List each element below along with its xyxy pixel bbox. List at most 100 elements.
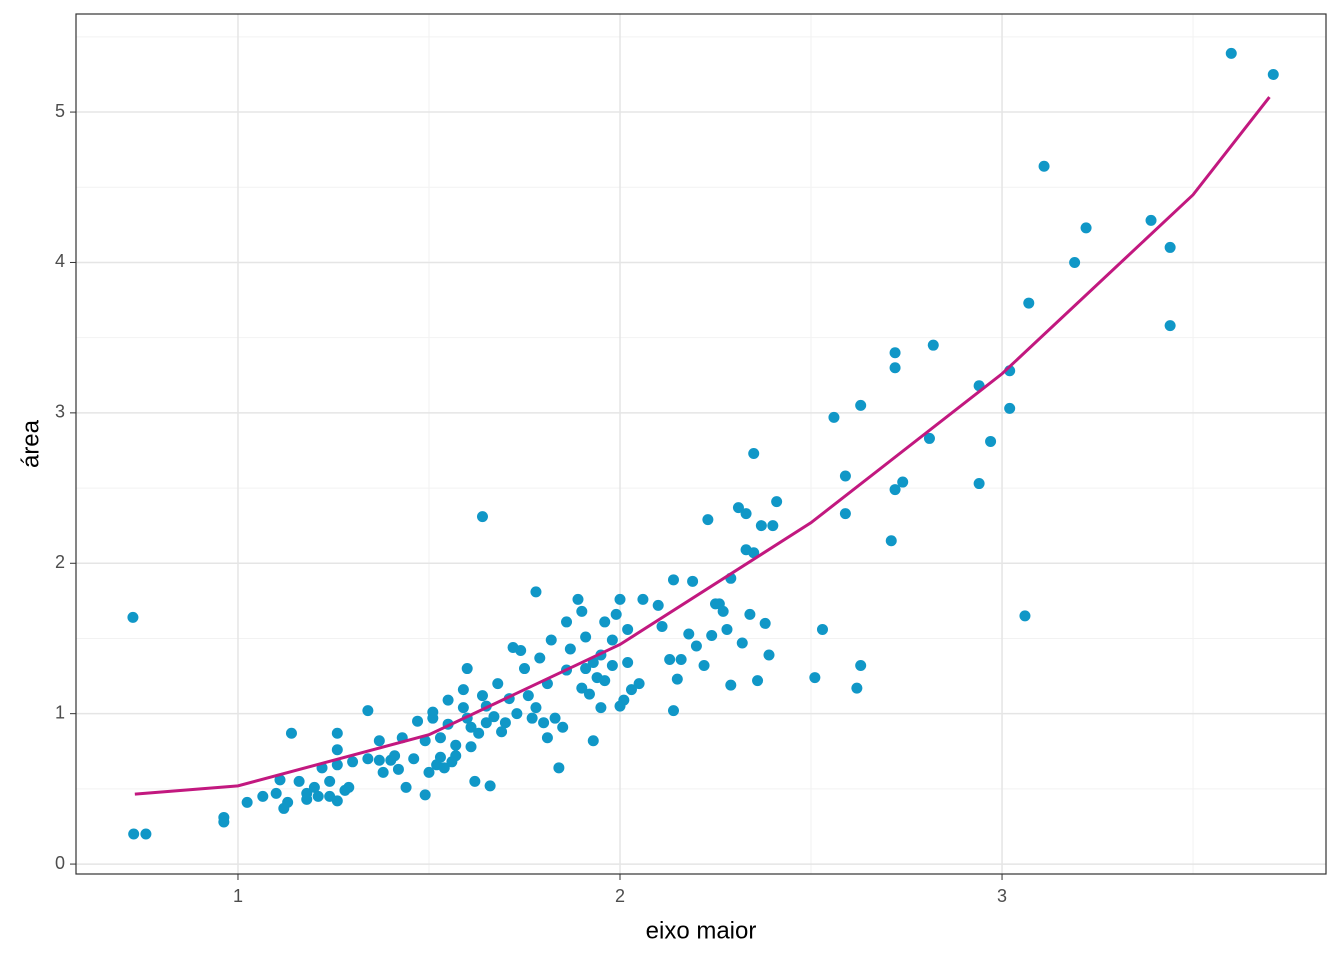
point: [599, 675, 611, 687]
point: [419, 789, 431, 801]
point: [1164, 320, 1176, 332]
point: [549, 712, 561, 724]
x-axis-title: eixo maior: [646, 917, 757, 944]
point: [465, 721, 477, 733]
y-tick-label: 1: [55, 702, 65, 722]
point: [331, 727, 343, 739]
point: [538, 717, 550, 729]
point: [717, 605, 729, 617]
point: [324, 775, 336, 787]
point: [702, 514, 714, 526]
point: [557, 721, 569, 733]
point: [614, 593, 626, 605]
point: [347, 756, 359, 768]
point: [530, 586, 542, 598]
point: [373, 754, 385, 766]
point: [809, 672, 821, 684]
y-tick-label: 0: [55, 853, 65, 873]
point: [664, 654, 676, 666]
point: [545, 634, 557, 646]
point: [457, 702, 469, 714]
point: [1267, 68, 1279, 80]
point: [438, 762, 450, 774]
panel-background: [76, 14, 1326, 874]
point: [759, 617, 771, 629]
point: [572, 593, 584, 605]
point: [285, 727, 297, 739]
point: [1164, 241, 1176, 253]
point: [1069, 256, 1081, 268]
point: [293, 775, 305, 787]
point: [343, 781, 355, 793]
x-tick-label: 3: [997, 886, 1007, 906]
point: [732, 502, 744, 514]
point: [622, 623, 634, 635]
point: [412, 715, 424, 727]
point: [748, 447, 760, 459]
point: [1225, 47, 1237, 59]
point: [511, 708, 523, 720]
point: [282, 796, 294, 808]
point: [465, 741, 477, 753]
point: [637, 593, 649, 605]
point: [652, 599, 664, 611]
point: [667, 574, 679, 586]
point: [755, 520, 767, 532]
point: [625, 684, 637, 696]
point: [362, 753, 374, 765]
point: [587, 735, 599, 747]
point: [889, 347, 901, 359]
y-tick-label: 5: [55, 101, 65, 121]
point: [690, 640, 702, 652]
point: [855, 660, 867, 672]
point: [561, 616, 573, 628]
point: [656, 620, 668, 632]
point: [973, 478, 985, 490]
point: [128, 828, 140, 840]
x-tick-label: 1: [233, 886, 243, 906]
point: [331, 744, 343, 756]
point: [499, 717, 511, 729]
point: [706, 629, 718, 641]
point: [434, 732, 446, 744]
point: [580, 663, 592, 675]
point: [473, 727, 485, 739]
x-tick-label: 2: [615, 886, 625, 906]
point: [530, 702, 542, 714]
point: [667, 705, 679, 717]
point: [526, 712, 538, 724]
point: [839, 508, 851, 520]
point: [1019, 610, 1031, 622]
point: [1145, 214, 1157, 226]
point: [771, 496, 783, 508]
point: [476, 690, 488, 702]
point: [622, 657, 634, 669]
point: [721, 623, 733, 635]
y-tick-label: 2: [55, 552, 65, 572]
point: [767, 520, 779, 532]
point: [618, 694, 630, 706]
point: [492, 678, 504, 690]
point: [423, 766, 435, 778]
point: [484, 780, 496, 792]
point: [434, 751, 446, 763]
point: [480, 717, 492, 729]
point: [496, 726, 508, 738]
point: [461, 663, 473, 675]
point: [985, 435, 997, 447]
point: [301, 793, 313, 805]
panel-border: [75, 13, 1327, 875]
fit-line: [134, 96, 1271, 796]
point: [392, 763, 404, 775]
point: [839, 470, 851, 482]
point: [519, 663, 531, 675]
point: [1080, 222, 1092, 234]
point: [816, 623, 828, 635]
point: [270, 787, 282, 799]
point: [450, 739, 462, 751]
point: [698, 660, 710, 672]
point: [683, 628, 695, 640]
point: [576, 605, 588, 617]
point: [274, 774, 286, 786]
